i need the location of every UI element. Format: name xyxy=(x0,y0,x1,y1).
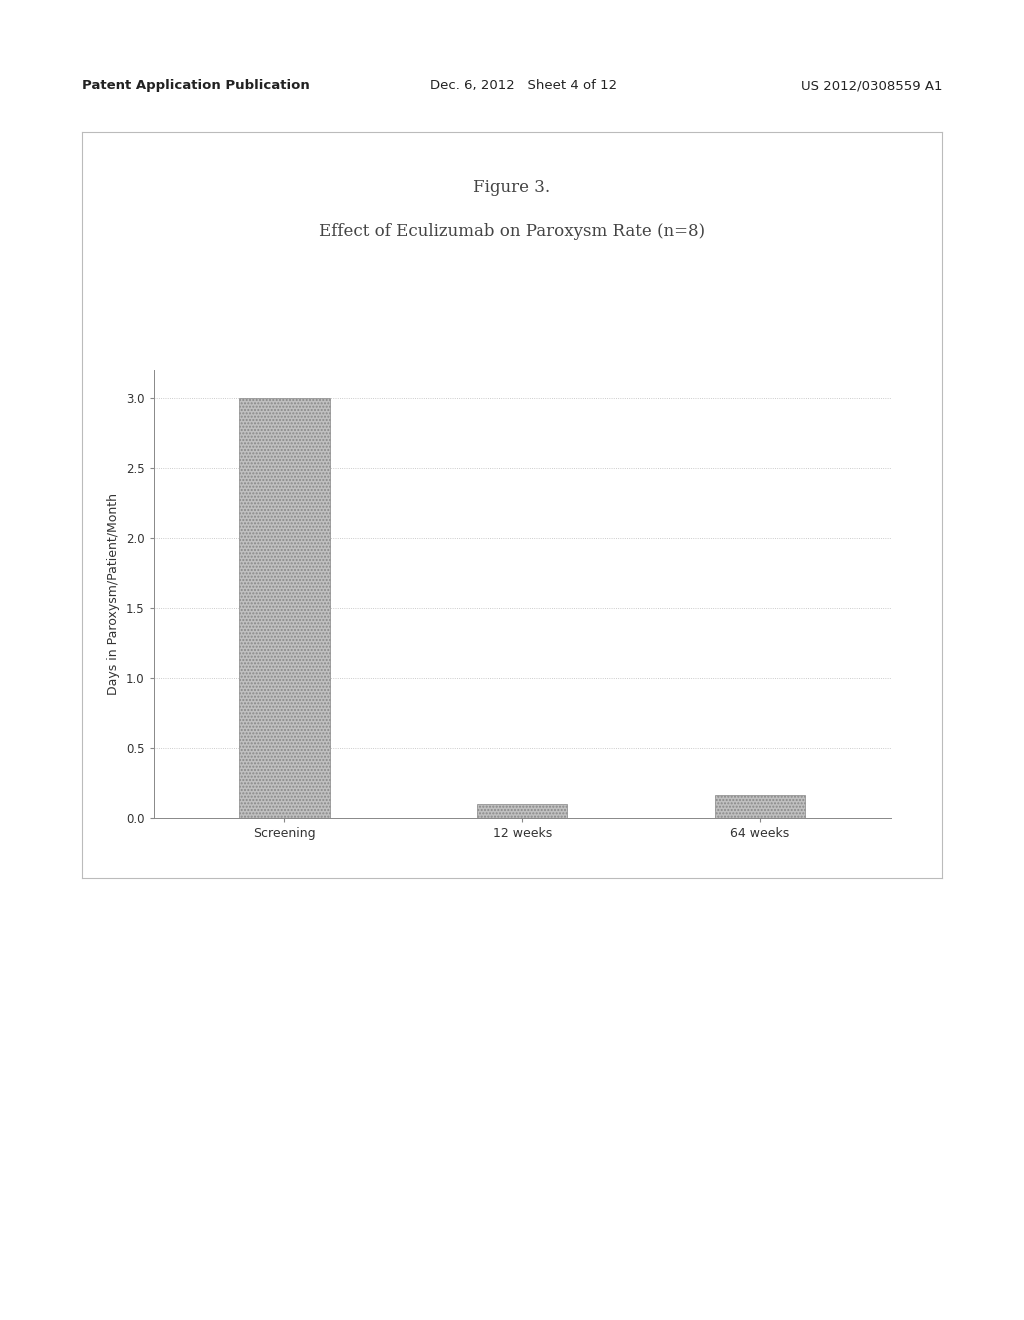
Text: US 2012/0308559 A1: US 2012/0308559 A1 xyxy=(801,79,942,92)
Y-axis label: Days in Paroxysm/Patient/Month: Days in Paroxysm/Patient/Month xyxy=(108,492,121,696)
Text: Patent Application Publication: Patent Application Publication xyxy=(82,79,309,92)
Bar xyxy=(477,804,567,818)
Text: Figure 3.: Figure 3. xyxy=(473,180,551,195)
Text: Effect of Eculizumab on Paroxysm Rate (n=8): Effect of Eculizumab on Paroxysm Rate (n… xyxy=(318,223,706,239)
Text: Dec. 6, 2012   Sheet 4 of 12: Dec. 6, 2012 Sheet 4 of 12 xyxy=(430,79,617,92)
Bar xyxy=(715,795,805,818)
Bar xyxy=(240,397,330,818)
